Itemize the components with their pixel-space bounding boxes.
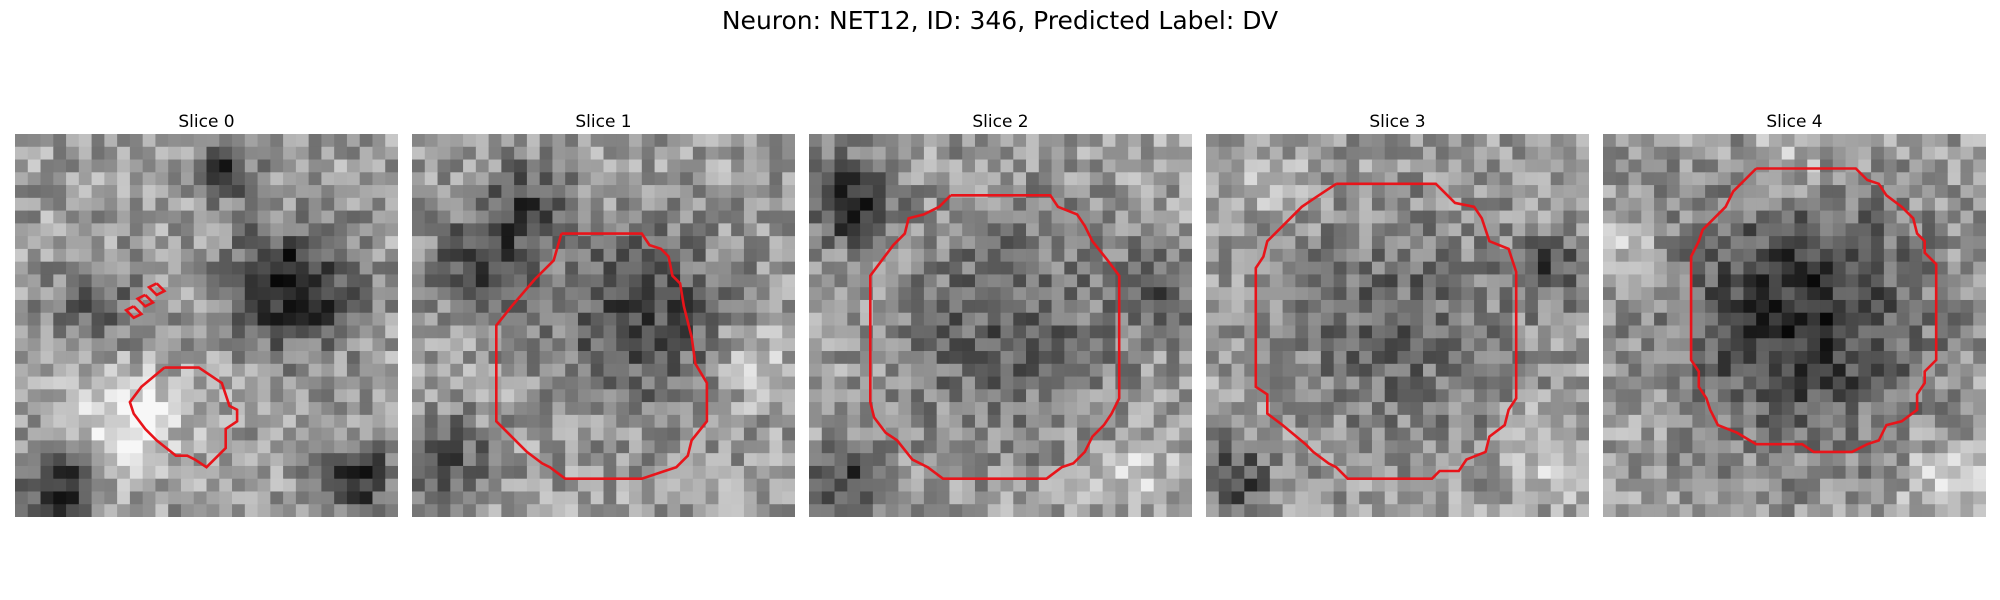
segmentation-contour	[1254, 182, 1518, 481]
slice-image-4	[1603, 134, 1986, 517]
pixel-grid	[15, 134, 398, 517]
slice-title-4: Slice 4	[1766, 112, 1823, 132]
slice-image-0	[15, 134, 398, 517]
segmentation-contour	[128, 366, 239, 469]
slice-panel-2: Slice 2	[809, 110, 1192, 517]
slice-image-2	[809, 134, 1192, 517]
slice-panel-0: Slice 0	[15, 110, 398, 517]
pixel-grid	[1603, 134, 1986, 517]
segmentation-contour	[868, 193, 1121, 481]
segmentation-contour	[1689, 167, 1938, 454]
slice-image-3	[1206, 134, 1589, 517]
pixel-grid	[412, 134, 795, 517]
slice-title-1: Slice 1	[575, 112, 632, 132]
slice-panel-4: Slice 4	[1603, 110, 1986, 517]
segmentation-contour	[495, 232, 709, 481]
slice-title-2: Slice 2	[972, 112, 1029, 132]
segmentation-contour	[123, 305, 144, 320]
pixel-grid	[1206, 134, 1589, 517]
slice-panel-3: Slice 3	[1206, 110, 1589, 517]
slice-panel-1: Slice 1	[412, 110, 795, 517]
slice-image-1	[412, 134, 795, 517]
segmentation-contour	[135, 293, 156, 308]
pixel-grid	[809, 134, 1192, 517]
slice-title-0: Slice 0	[178, 112, 235, 132]
segmentation-contour	[146, 282, 167, 297]
slice-title-3: Slice 3	[1369, 112, 1426, 132]
figure-title: Neuron: NET12, ID: 346, Predicted Label:…	[721, 6, 1279, 35]
